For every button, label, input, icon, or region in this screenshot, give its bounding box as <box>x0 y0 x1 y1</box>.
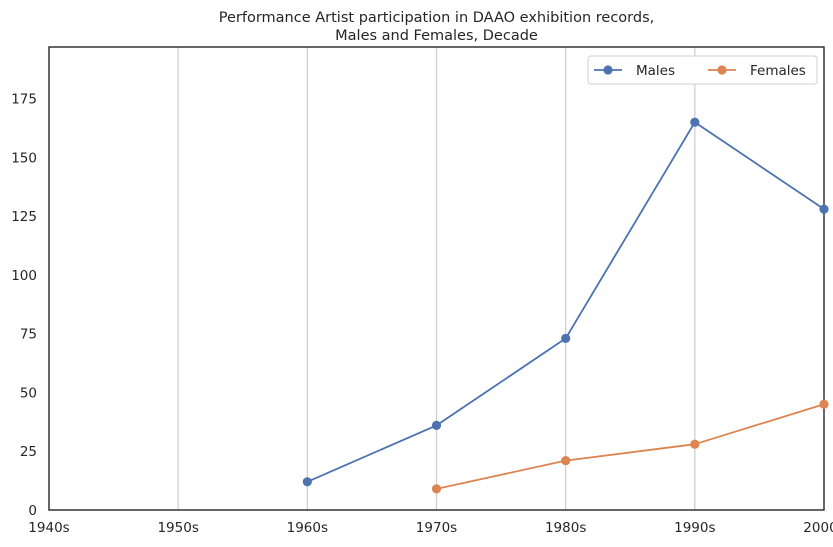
data-point-males <box>690 117 700 127</box>
series-line-females <box>436 403 825 490</box>
y-tick-label: 25 <box>20 444 37 460</box>
data-point-males <box>561 333 571 344</box>
x-tick-label: 1980s <box>545 520 586 536</box>
data-point-females <box>561 456 571 466</box>
y-tick-label: 50 <box>20 385 37 401</box>
data-point-females <box>819 399 829 409</box>
y-tick-label: 100 <box>11 268 37 284</box>
series-layer <box>302 117 829 494</box>
x-axis: 1940s 1950s 1960s 1970s 1980s 1990s 2000s <box>28 520 833 536</box>
x-tick-label: 1990s <box>674 520 715 536</box>
y-tick-label: 75 <box>20 327 37 343</box>
data-point-females <box>431 484 442 494</box>
y-tick-label: 125 <box>11 209 37 225</box>
chart-title-line-1: Performance Artist participation in DAAO… <box>219 10 655 26</box>
legend-label-males: Males <box>636 63 675 79</box>
grid-lines <box>177 47 696 510</box>
legend-marker-males <box>603 65 613 75</box>
y-tick-label: 175 <box>11 92 37 108</box>
data-point-males <box>431 420 442 430</box>
series-males <box>302 117 829 487</box>
legend-box <box>587 55 818 85</box>
x-tick-label: 2000s <box>803 520 833 536</box>
y-axis: 0 25 50 75 100 125 150 175 <box>11 92 37 519</box>
x-tick-label: 1940s <box>28 520 69 536</box>
legend: Males Females <box>587 55 818 85</box>
legend-marker-females <box>717 65 727 75</box>
chart-title-line-2: Males and Females, Decade <box>335 28 538 44</box>
plot-area-frame <box>48 46 825 511</box>
data-point-males <box>819 204 829 214</box>
y-tick-label: 150 <box>11 150 37 166</box>
x-tick-label: 1970s <box>416 520 457 536</box>
data-point-females <box>690 439 700 449</box>
x-tick-label: 1960s <box>287 520 328 536</box>
legend-label-females: Females <box>750 63 806 79</box>
x-tick-label: 1950s <box>157 520 198 536</box>
y-tick-label: 0 <box>28 503 37 519</box>
data-point-males <box>302 477 312 487</box>
series-females <box>431 399 829 494</box>
